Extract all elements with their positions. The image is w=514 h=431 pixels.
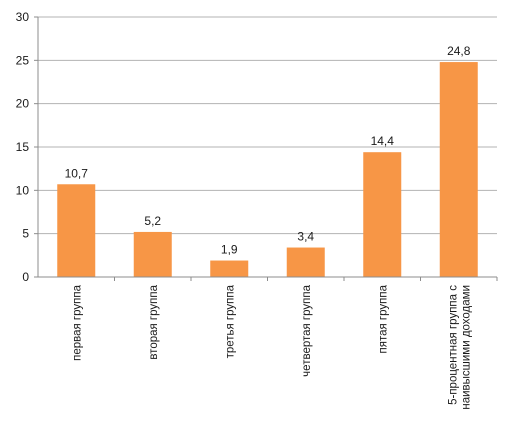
category-label: пятая группа [377, 284, 389, 353]
bar [210, 260, 249, 277]
y-tick-label: 15 [16, 140, 30, 154]
y-tick-label: 10 [16, 183, 30, 197]
bar [133, 231, 172, 277]
data-label: 5,2 [144, 214, 161, 228]
bar [57, 184, 96, 277]
category-label: четвертая группа [301, 284, 313, 376]
data-label: 3,4 [297, 230, 314, 244]
y-axis-tick-labels: 0 5 10 15 20 25 30 [16, 10, 30, 284]
data-label: 14,4 [371, 134, 395, 148]
data-label: 24,8 [447, 44, 471, 58]
data-label: 10,7 [65, 166, 89, 180]
category-label: третья группа [224, 284, 236, 358]
bar [363, 152, 402, 277]
category-label: наивысшими доходами [460, 285, 472, 410]
y-tick-label: 30 [16, 10, 30, 24]
x-axis-category-labels: первая группа вторая группа третья группа ч… [71, 284, 472, 409]
bar [286, 247, 325, 277]
data-label: 1,9 [221, 243, 238, 257]
y-tick-label: 0 [22, 270, 29, 284]
axes [34, 16, 498, 281]
gridlines [38, 16, 497, 235]
category-label: 5-процентная группа с [447, 285, 459, 405]
bars [57, 62, 478, 277]
bar [439, 62, 478, 277]
category-label: вторая группа [148, 284, 160, 359]
y-tick-label: 25 [16, 53, 30, 67]
data-labels: 10,7 5,2 1,9 3,4 14,4 24,8 [65, 44, 471, 256]
y-tick-label: 5 [22, 227, 29, 241]
category-label: первая группа [71, 284, 83, 360]
y-tick-label: 20 [16, 97, 30, 111]
